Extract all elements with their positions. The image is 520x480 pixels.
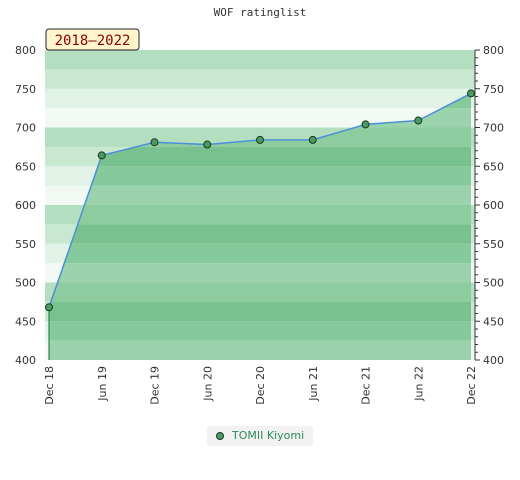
data-point bbox=[256, 135, 264, 144]
y-tick-label-right: 450 bbox=[483, 315, 504, 328]
y-tick-label-right: 650 bbox=[483, 160, 504, 173]
y-tick-label-left: 600 bbox=[15, 199, 36, 212]
data-point bbox=[97, 151, 106, 160]
y-tick-label-left: 750 bbox=[15, 83, 36, 96]
y-tick-label-right: 550 bbox=[483, 238, 504, 251]
x-tick-label: Dec 20 bbox=[254, 366, 267, 405]
legend-marker-icon bbox=[216, 432, 224, 440]
area-band bbox=[49, 205, 471, 225]
legend[interactable]: TOMII Kiyomi bbox=[207, 426, 313, 446]
y-tick-label-right: 500 bbox=[483, 277, 504, 290]
y-tick-label-right: 700 bbox=[483, 122, 504, 135]
period-badge: 2018–2022 bbox=[45, 28, 140, 51]
y-tick-label-left: 450 bbox=[15, 315, 36, 328]
background-band bbox=[45, 50, 475, 70]
y-tick-label-left: 400 bbox=[15, 354, 36, 367]
area-band bbox=[49, 146, 471, 167]
data-point bbox=[308, 135, 317, 144]
x-tick-label: Dec 22 bbox=[465, 366, 478, 405]
data-point bbox=[45, 303, 53, 312]
data-point bbox=[414, 116, 423, 125]
x-tick-label: Jun 19 bbox=[96, 366, 109, 402]
y-tick-label-right: 400 bbox=[483, 354, 504, 367]
y-tick-label-left: 800 bbox=[15, 44, 36, 57]
background-band bbox=[45, 69, 475, 89]
axes-layer: 400 400 450 450 500 500 550 550 600 600 650 650 700 7… bbox=[15, 44, 504, 405]
area-band bbox=[49, 185, 471, 205]
x-tick-label: Dec 21 bbox=[360, 366, 373, 405]
area-band bbox=[49, 301, 471, 322]
data-point bbox=[467, 89, 475, 98]
legend-label: TOMII Kiyomi bbox=[232, 429, 305, 442]
area-band bbox=[49, 224, 471, 244]
area-band bbox=[49, 340, 471, 360]
y-tick-label-left: 550 bbox=[15, 238, 36, 251]
data-point bbox=[361, 120, 370, 129]
background-band bbox=[45, 88, 475, 109]
y-tick-label-right: 600 bbox=[483, 199, 504, 212]
area-band bbox=[49, 166, 471, 186]
data-point bbox=[203, 140, 212, 149]
points-layer bbox=[45, 89, 475, 312]
y-tick-label-right: 750 bbox=[483, 83, 504, 96]
period-badge-label: 2018–2022 bbox=[55, 33, 131, 49]
y-tick-label-left: 650 bbox=[15, 160, 36, 173]
y-tick-label-left: 500 bbox=[15, 277, 36, 290]
y-tick-label-right: 800 bbox=[483, 44, 504, 57]
data-point bbox=[150, 138, 159, 147]
x-tick-label: Dec 18 bbox=[43, 366, 56, 405]
y-tick-label-left: 700 bbox=[15, 122, 36, 135]
x-tick-label: Jun 20 bbox=[201, 366, 214, 402]
chart-title: WOF ratinglist bbox=[213, 6, 307, 19]
x-tick-label: Jun 22 bbox=[412, 366, 425, 402]
area-band bbox=[49, 282, 471, 302]
x-tick-label: Dec 19 bbox=[149, 366, 162, 405]
period-badge-box bbox=[45, 28, 140, 51]
x-tick-label: Jun 21 bbox=[307, 366, 320, 402]
area-band bbox=[49, 263, 471, 283]
area-band bbox=[49, 243, 471, 264]
area-band bbox=[49, 321, 471, 341]
